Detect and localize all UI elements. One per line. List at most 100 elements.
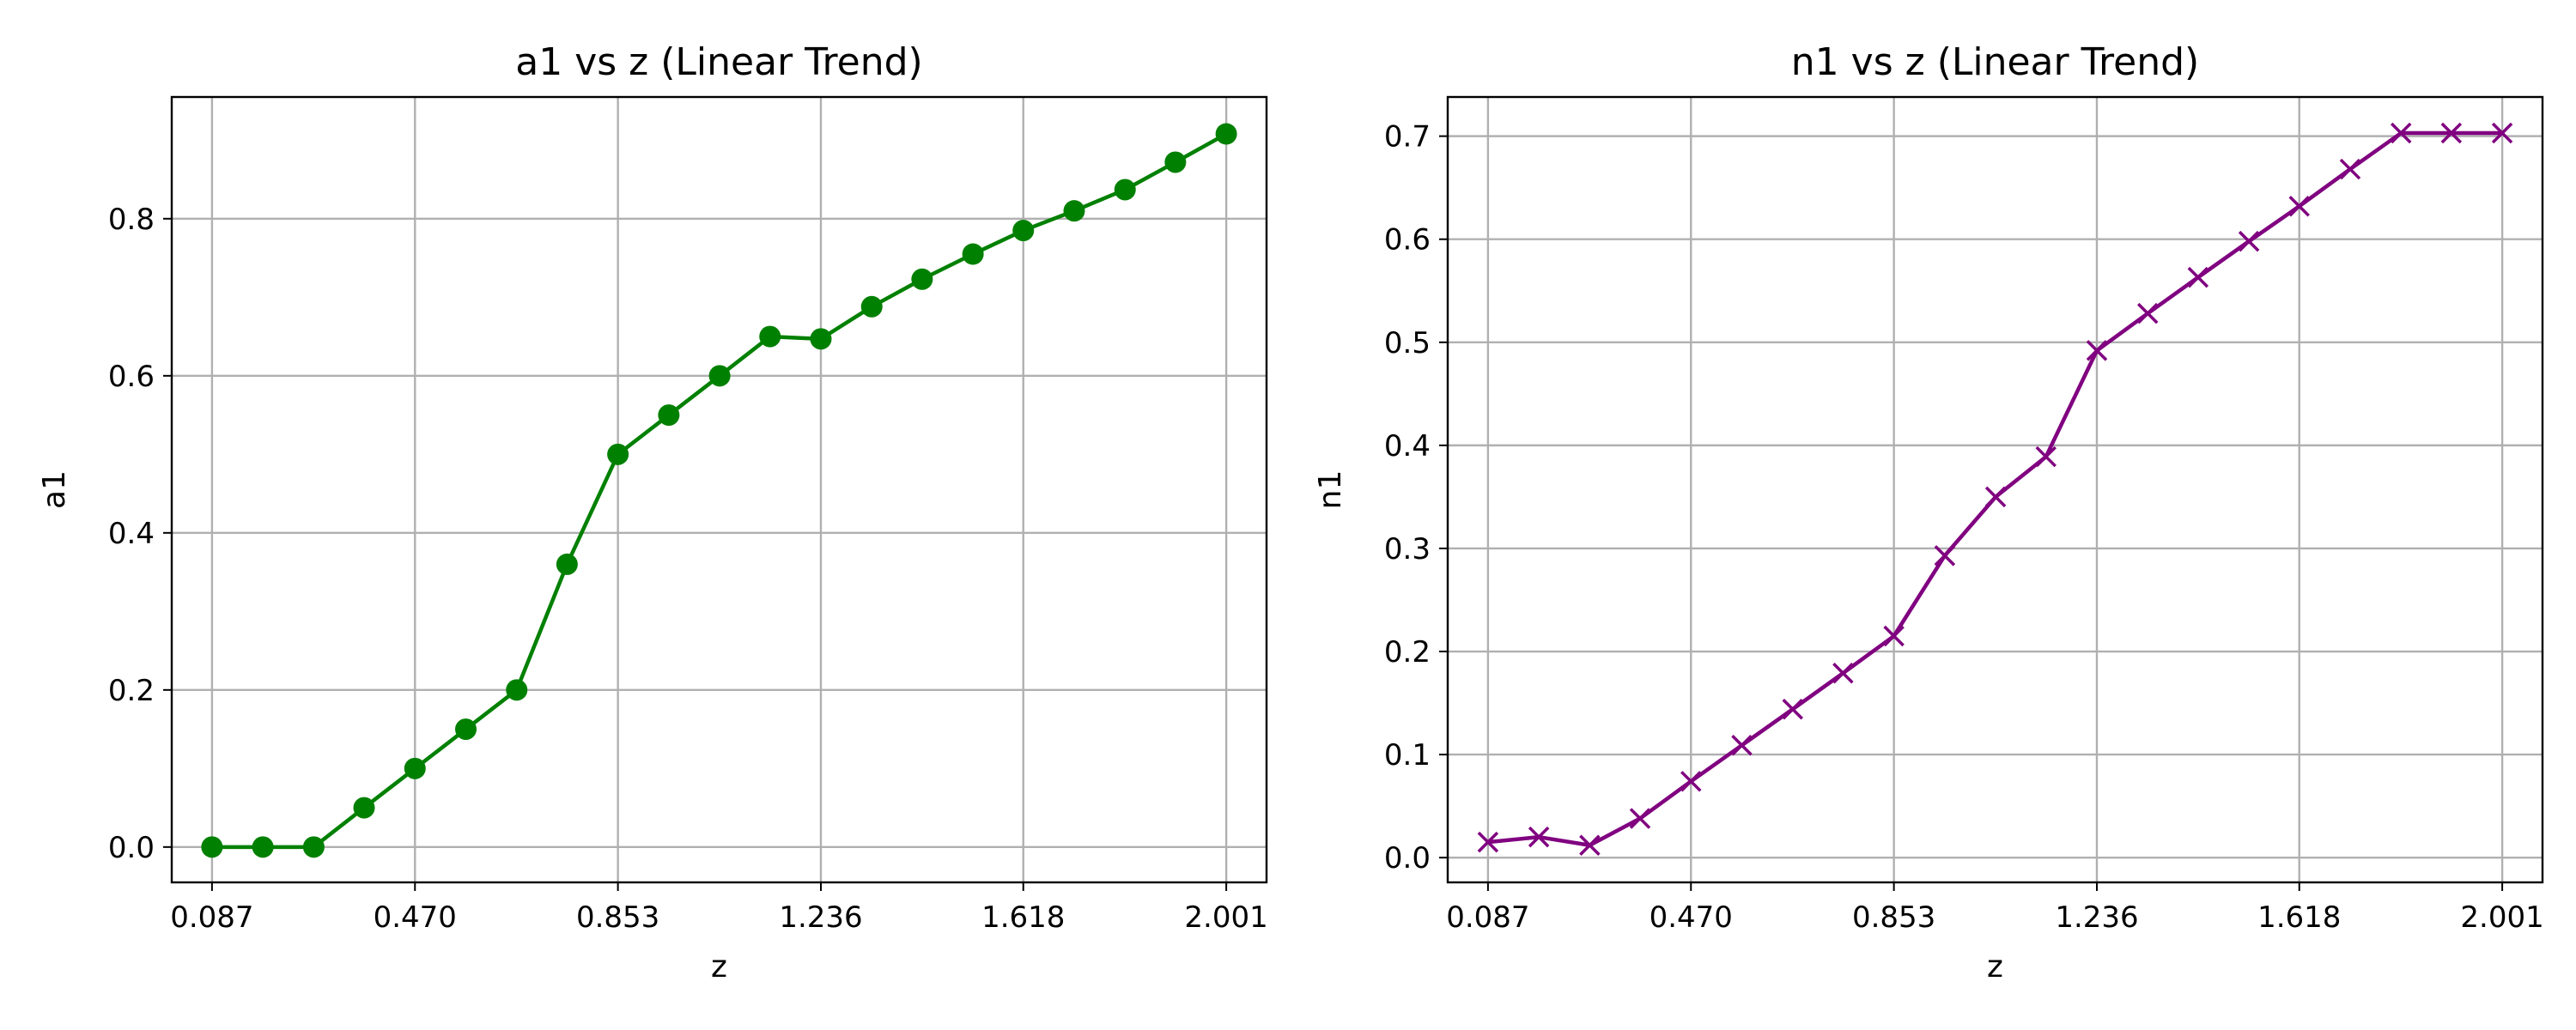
x-tick-label: 1.236: [779, 900, 862, 935]
y-tick-label: 0.4: [108, 517, 155, 551]
y-axis: 0.0 0.2 0.4 0.6 0.8: [108, 203, 172, 865]
x-tick-label: 0.470: [1649, 900, 1733, 935]
y-tick-label: 0.6: [1384, 223, 1431, 258]
data-point: [962, 243, 984, 265]
x-tick-label: 2.001: [2460, 900, 2543, 935]
data-point: [911, 268, 933, 290]
data-point: [1215, 123, 1237, 145]
chart-a1-vs-z: 0.087 0.470 0.853 1.236 1.618 2.0010.00.20.40…: [37, 40, 1268, 985]
y-tick-label: 0.4: [1384, 429, 1431, 464]
data-point: [1984, 486, 2007, 508]
x-axis: 0.087 0.470 0.853 1.236 1.618 2.001: [1446, 882, 2544, 935]
data-point-stroke: [2390, 122, 2412, 144]
data-point-stroke: [2440, 122, 2463, 144]
x-axis: 0.087 0.470 0.853 1.236 1.618 2.001: [170, 882, 1268, 935]
data-point: [2390, 122, 2412, 144]
data-point: [1477, 831, 1499, 853]
data-point: [2136, 302, 2159, 324]
data-point: [2339, 158, 2361, 180]
data-point: [506, 679, 528, 701]
data-point: [404, 757, 426, 779]
y-axis-label: a1: [37, 470, 72, 509]
y-tick-label: 0.0: [108, 831, 155, 865]
data-point-stroke: [2339, 158, 2361, 180]
data-point-stroke: [2136, 302, 2159, 324]
x-axis-label: z: [711, 949, 727, 985]
data-point: [1114, 179, 1136, 201]
data-point: [2288, 196, 2310, 217]
x-tick-label: 0.470: [374, 900, 457, 935]
data-point: [252, 836, 274, 858]
data-point: [2491, 122, 2513, 144]
x-tick-label: 0.853: [1852, 900, 1935, 935]
data-point: [1629, 808, 1651, 829]
y-tick-label: 0.1: [1384, 738, 1431, 772]
data-point: [860, 295, 883, 318]
data-point-stroke: [2086, 340, 2108, 361]
data-point: [607, 443, 629, 465]
data-point-stroke: [1680, 771, 1702, 792]
grid-lines: [172, 97, 1267, 882]
data-point: [1680, 771, 1702, 792]
data-point: [708, 365, 731, 387]
chart-title: a1 vs z (Linear Trend): [515, 40, 922, 84]
data-point: [1883, 625, 1905, 647]
data-point-stroke: [1731, 735, 1753, 756]
x-tick-label: 1.236: [2055, 900, 2138, 935]
data-point: [1832, 663, 1854, 684]
x-tick-label: 2.001: [1184, 900, 1267, 935]
axes-frame: [170, 95, 1268, 884]
data-point: [759, 325, 781, 348]
x-tick-label: 0.087: [1446, 900, 1529, 935]
axes-frame: [1446, 95, 2544, 884]
data-point: [2187, 266, 2209, 288]
data-point: [2440, 122, 2463, 144]
data-point-stroke: [2288, 196, 2310, 217]
data-point-stroke: [2491, 122, 2513, 144]
data-point: [353, 797, 375, 819]
data-point-stroke: [1934, 545, 1956, 566]
y-tick-label: 0.5: [1384, 326, 1431, 360]
y-tick-label: 0.2: [1384, 635, 1431, 670]
x-axis-label: z: [1987, 949, 2003, 985]
data-point-stroke: [1832, 663, 1854, 684]
x-tick-label: 0.853: [576, 900, 659, 935]
data-point: [1063, 200, 1085, 222]
y-tick-label: 0.6: [108, 360, 155, 394]
data-point: [1782, 699, 1803, 720]
data-point-stroke: [2238, 230, 2260, 252]
data-point: [2035, 445, 2057, 468]
data-points: [201, 123, 1237, 858]
data-point-stroke: [1883, 625, 1905, 647]
y-tick-label: 0.0: [1384, 841, 1431, 876]
chart-n1-vs-z: 0.087 0.470 0.853 1.236 1.618 2.001 0.0 0.1 0.2 0…: [1313, 40, 2544, 985]
data-point: [556, 553, 578, 575]
series-line: [211, 132, 1228, 850]
data-point-stroke: [1629, 808, 1651, 829]
data-point: [1164, 151, 1187, 173]
x-tick-label: 1.618: [981, 900, 1065, 935]
x-tick-label: 1.618: [2257, 900, 2341, 935]
data-point: [1731, 735, 1753, 756]
data-point-stroke: [1477, 831, 1499, 853]
x-tick-label: 0.087: [170, 900, 253, 935]
data-point: [2086, 340, 2108, 361]
data-point-stroke: [2035, 445, 2057, 468]
data-point: [2238, 230, 2260, 252]
chart-title: n1 vs z (Linear Trend): [1791, 40, 2199, 84]
data-point-stroke: [1579, 834, 1601, 857]
data-points: [1477, 122, 2513, 857]
data-point: [201, 836, 223, 858]
data-point: [1934, 545, 1956, 566]
y-axis: 0.0 0.1 0.2 0.3 0.4 0.5 0.6 0.7: [1384, 120, 1448, 876]
data-point: [658, 404, 680, 427]
data-point-stroke: [1984, 486, 2007, 508]
y-axis-label: n1: [1313, 470, 1348, 510]
data-point: [1579, 834, 1601, 857]
y-tick-label: 0.3: [1384, 532, 1431, 566]
y-tick-label: 0.8: [108, 203, 155, 237]
data-point: [1012, 220, 1035, 242]
data-point: [302, 836, 325, 858]
y-tick-label: 0.2: [108, 674, 155, 708]
